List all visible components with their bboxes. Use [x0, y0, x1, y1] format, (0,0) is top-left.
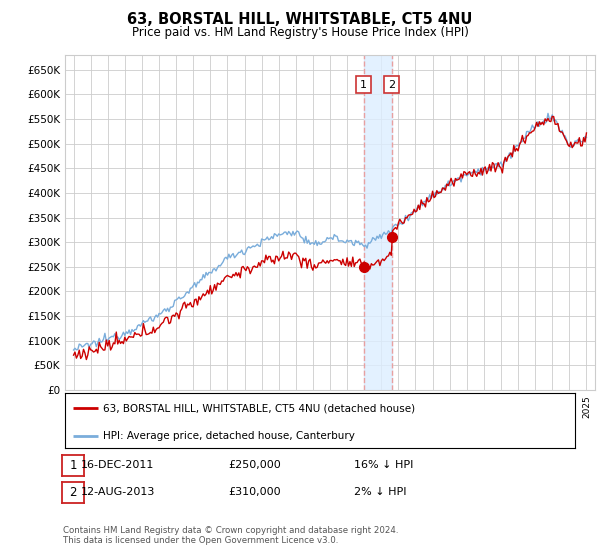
- Text: 12-AUG-2013: 12-AUG-2013: [81, 487, 155, 497]
- Text: 1: 1: [69, 459, 77, 472]
- Text: £250,000: £250,000: [228, 460, 281, 470]
- Text: £310,000: £310,000: [228, 487, 281, 497]
- Text: 16% ↓ HPI: 16% ↓ HPI: [354, 460, 413, 470]
- Text: 16-DEC-2011: 16-DEC-2011: [81, 460, 154, 470]
- Text: Price paid vs. HM Land Registry's House Price Index (HPI): Price paid vs. HM Land Registry's House …: [131, 26, 469, 39]
- Text: 63, BORSTAL HILL, WHITSTABLE, CT5 4NU: 63, BORSTAL HILL, WHITSTABLE, CT5 4NU: [127, 12, 473, 27]
- Text: 63, BORSTAL HILL, WHITSTABLE, CT5 4NU (detached house): 63, BORSTAL HILL, WHITSTABLE, CT5 4NU (d…: [103, 403, 415, 413]
- Text: Contains HM Land Registry data © Crown copyright and database right 2024.
This d: Contains HM Land Registry data © Crown c…: [63, 526, 398, 545]
- Text: 2% ↓ HPI: 2% ↓ HPI: [354, 487, 407, 497]
- Text: 1: 1: [360, 80, 367, 90]
- Text: 2: 2: [388, 80, 395, 90]
- Text: 2: 2: [69, 486, 77, 499]
- Text: HPI: Average price, detached house, Canterbury: HPI: Average price, detached house, Cant…: [103, 431, 355, 441]
- Bar: [364, 55, 392, 390]
